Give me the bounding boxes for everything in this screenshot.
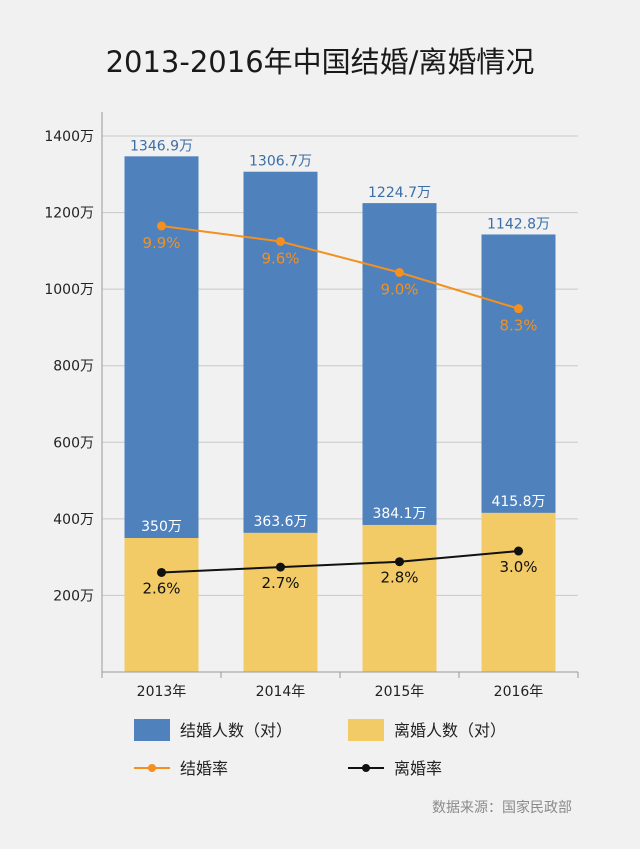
y-tick-label: 800万 [53, 359, 94, 375]
divorce-rate-label: 2.6% [142, 579, 180, 597]
marriage-rate-label: 9.9% [142, 234, 180, 252]
marriage-rate-label: 9.6% [261, 249, 299, 267]
legend-label: 结婚率 [180, 759, 228, 778]
divorce-rate-point [395, 557, 404, 567]
marriage-bar-label: 1224.7万 [368, 185, 431, 201]
legend-swatch [348, 719, 384, 741]
marriage-bar-label: 1142.8万 [487, 216, 550, 232]
legend-label: 结婚人数（对） [180, 721, 292, 740]
y-tick-label: 1400万 [44, 129, 94, 145]
y-tick-label: 1200万 [44, 206, 94, 222]
legend-marker [148, 764, 156, 772]
divorce-bar-label: 350万 [141, 519, 182, 535]
y-tick-label: 200万 [53, 588, 94, 604]
y-tick-label: 1000万 [44, 282, 94, 298]
y-tick-label: 600万 [53, 435, 94, 451]
x-tick-label: 2014年 [256, 684, 306, 700]
marriage-rate-label: 9.0% [380, 280, 418, 298]
marriage-rate-point [157, 221, 166, 231]
marriage-rate-point [395, 267, 404, 277]
divorce-rate-label: 2.7% [261, 574, 299, 592]
legend-label: 离婚率 [394, 759, 442, 778]
divorce-bar-label: 384.1万 [372, 506, 426, 522]
legend-marker [362, 764, 370, 772]
legend-label: 离婚人数（对） [394, 721, 506, 740]
marriage-rate-point [276, 236, 285, 246]
divorce-bar-label: 363.6万 [253, 514, 307, 530]
divorce-bar-label: 415.8万 [491, 494, 545, 510]
marriage-rate-point [514, 304, 523, 314]
x-tick-label: 2015年 [375, 684, 425, 700]
marriage-rate-label: 8.3% [499, 317, 537, 335]
marriage-rate-line [161, 224, 519, 310]
marriage-bar-label: 1346.9万 [130, 138, 193, 154]
x-tick-label: 2013年 [137, 684, 187, 700]
divorce-rate-point [157, 567, 166, 577]
divorce-rate-label: 2.8% [380, 569, 418, 587]
legend-swatch [134, 719, 170, 741]
divorce-rate-label: 3.0% [499, 558, 537, 576]
divorce-bar [124, 538, 199, 672]
divorce-bar [243, 532, 318, 672]
divorce-rate-point [276, 562, 285, 572]
divorce-bar [481, 512, 556, 672]
divorce-bar [362, 524, 437, 672]
marriage-bar-label: 1306.7万 [249, 154, 312, 170]
x-tick-label: 2016年 [494, 684, 544, 700]
y-tick-label: 400万 [53, 512, 94, 528]
divorce-rate-line [161, 550, 519, 574]
divorce-rate-point [514, 546, 523, 556]
chart-title: 2013-2016年中国结婚/离婚情况 [106, 45, 535, 79]
source-note: 数据来源：国家民政部 [432, 799, 572, 816]
